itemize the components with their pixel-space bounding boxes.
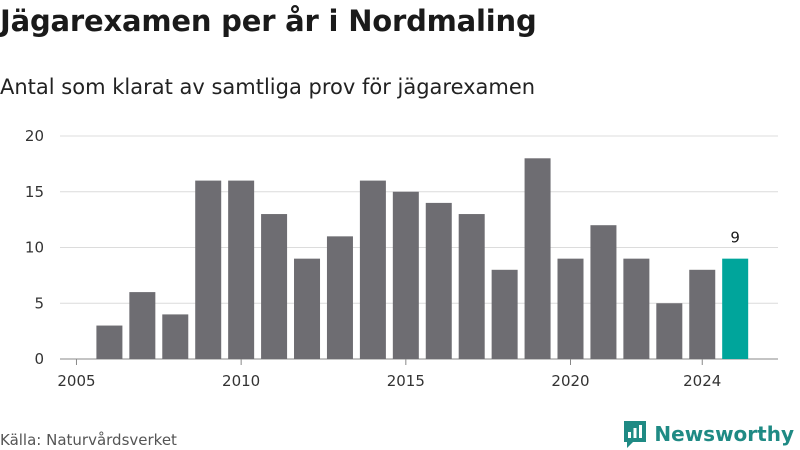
bar	[689, 269, 716, 359]
bar	[162, 314, 189, 359]
bar	[458, 214, 485, 359]
bar	[524, 158, 551, 359]
chart-subtitle: Antal som klarat av samtliga prov för jä…	[0, 75, 536, 99]
bar	[129, 292, 156, 359]
source-note: Källa: Naturvårdsverket	[0, 431, 177, 449]
x-tick-label: 2005	[57, 372, 95, 390]
chart-title: Jägarexamen per år i Nordmaling	[0, 4, 537, 38]
y-tick-label: 15	[25, 183, 44, 201]
y-axis-labels: 0 5 10 15 20	[25, 127, 44, 368]
bar	[359, 180, 386, 359]
bar-value-label: 9	[730, 229, 740, 247]
newsworthy-icon	[624, 421, 647, 448]
bar-chart: 0 5 10 15 20 9 2005 2010 2015 2020 2024	[25, 127, 778, 390]
bar	[261, 214, 288, 359]
bar	[491, 269, 518, 359]
bar	[392, 191, 419, 359]
bars: 9	[96, 158, 749, 359]
bar	[623, 258, 650, 359]
x-tick-label: 2015	[387, 372, 425, 390]
x-tick-label: 2020	[551, 372, 589, 390]
y-tick-label: 5	[34, 294, 44, 312]
bar	[656, 303, 683, 359]
y-tick-label: 0	[34, 350, 44, 368]
bar	[228, 180, 255, 359]
brand-logo: Newsworthy	[622, 418, 794, 450]
x-tick-label: 2024	[683, 372, 721, 390]
y-tick-label: 10	[25, 239, 44, 257]
bar	[557, 258, 584, 359]
x-axis-labels: 2005 2010 2015 2020 2024	[57, 359, 721, 390]
x-tick-label: 2010	[222, 372, 260, 390]
bar	[590, 225, 617, 359]
bar	[96, 325, 123, 359]
brand-name: Newsworthy	[654, 422, 794, 446]
bar	[195, 180, 222, 359]
bar-highlight	[722, 258, 749, 359]
bar	[326, 236, 353, 359]
bar	[425, 202, 452, 359]
y-tick-label: 20	[25, 127, 44, 145]
bar	[294, 258, 321, 359]
